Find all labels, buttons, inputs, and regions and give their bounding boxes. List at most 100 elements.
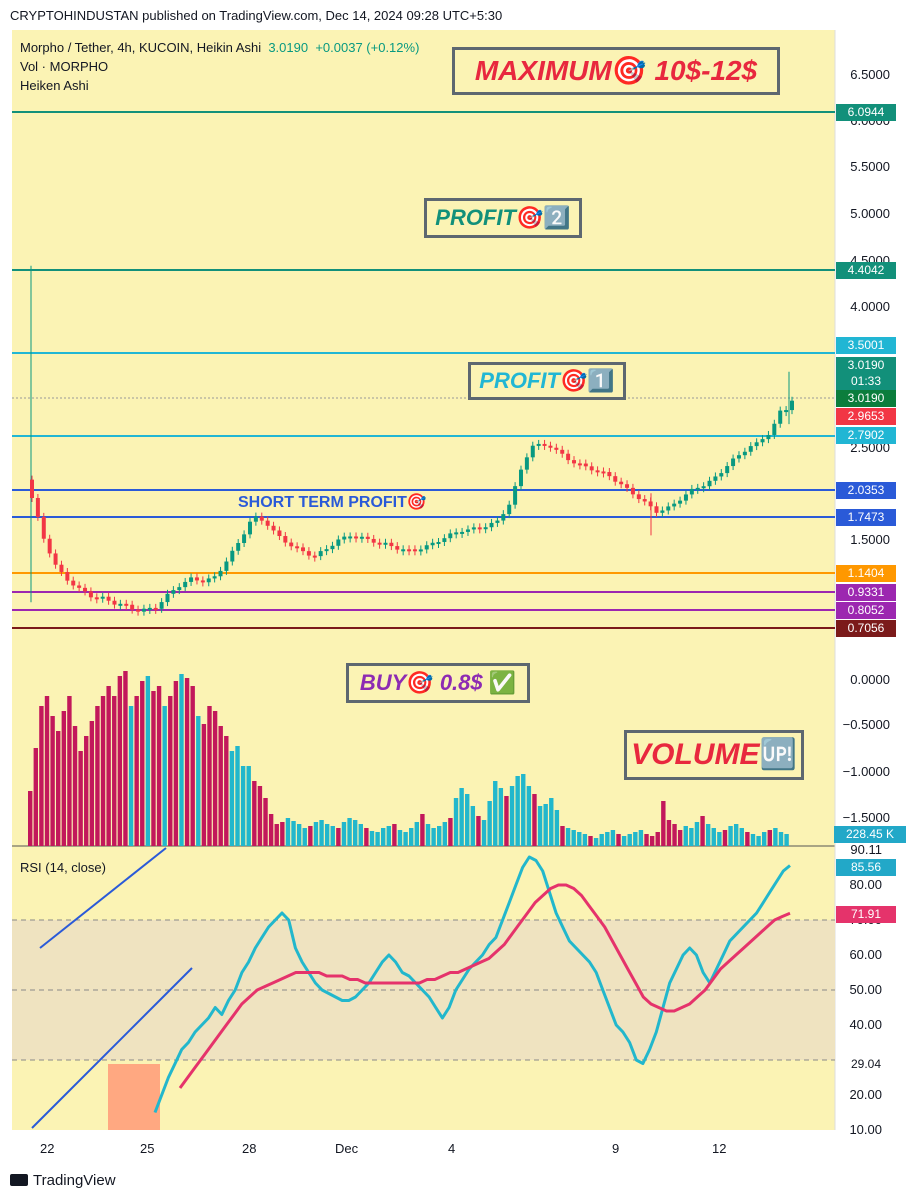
candle-body	[483, 527, 488, 530]
candle-body	[136, 609, 141, 612]
volume-bar	[89, 721, 95, 846]
volume-text: VOLUME	[631, 738, 760, 771]
candle-body	[371, 538, 376, 543]
volume-bar	[610, 830, 616, 846]
volume-bar	[291, 821, 296, 846]
volume-bar	[605, 832, 610, 846]
candle-body	[601, 471, 606, 474]
candle-body	[660, 510, 665, 513]
price-tag: 228.45 K	[834, 826, 906, 843]
volume-bar	[750, 834, 756, 846]
footer-bar: TradingView	[0, 1160, 923, 1200]
volume-bar	[308, 826, 313, 846]
target-one-icon: 🎯1️⃣	[559, 368, 615, 393]
volume-bar	[705, 824, 711, 846]
candle-body	[342, 536, 347, 540]
volume-bar	[274, 824, 279, 846]
volume-bar	[190, 686, 195, 846]
price-tag: 2.0353	[836, 482, 896, 499]
volume-bar	[431, 828, 436, 846]
volume-bar	[375, 832, 380, 846]
candle-body	[772, 423, 777, 435]
short-target-icon: 🎯	[406, 494, 427, 511]
candle-body	[760, 439, 765, 443]
volume-bar	[733, 824, 739, 846]
candle-body	[636, 494, 641, 500]
legend-last: 3.0190	[268, 40, 309, 55]
candle-body	[47, 538, 52, 554]
tradingview-logo-icon	[10, 1174, 28, 1186]
volume-bar	[509, 786, 515, 846]
maximum-text: MAXIMUM	[474, 55, 612, 86]
candle-body	[177, 587, 182, 591]
candle-body	[159, 602, 164, 609]
volume-bar	[50, 716, 55, 846]
volume-up-banner: VOLUME🆙	[624, 730, 804, 780]
volume-bar	[481, 820, 487, 846]
volume-bar	[498, 788, 504, 846]
volume-bar	[151, 691, 156, 846]
buy-text: BUY	[359, 670, 407, 695]
chart-canvas[interactable]	[0, 30, 923, 1160]
rsi-axis-tick: 60.00	[849, 947, 882, 962]
candle-body	[754, 442, 759, 447]
candle-body	[572, 460, 577, 464]
legend-change: +0.0037 (+0.12%)	[315, 40, 420, 55]
volume-bar	[784, 834, 789, 846]
volume-bar	[106, 686, 111, 846]
rsi-tag: 85.56	[836, 859, 896, 876]
target-icon: 🎯	[611, 55, 647, 86]
candle-body	[301, 547, 306, 552]
x-tick-label: 12	[712, 1141, 727, 1156]
candle-body	[53, 553, 58, 565]
candle-body	[595, 470, 600, 473]
volume-bar	[218, 726, 223, 846]
candle-body	[678, 500, 683, 504]
volume-bar	[627, 834, 632, 846]
volume-bar	[571, 830, 576, 846]
rsi-tag: 29.04	[836, 1056, 896, 1073]
candle-body	[194, 577, 199, 581]
volume-bar	[633, 832, 638, 846]
candle-body	[625, 484, 630, 488]
x-tick-label: 4	[448, 1141, 456, 1156]
volume-bar	[565, 828, 571, 846]
volume-bar	[616, 834, 621, 846]
candle-body	[359, 536, 364, 539]
candle-body	[200, 580, 205, 583]
candle-body	[171, 590, 176, 594]
volume-bar	[442, 822, 448, 846]
volume-bar	[313, 822, 319, 846]
candle-body	[224, 561, 229, 571]
volume-bar	[392, 824, 397, 846]
volume-bar	[263, 798, 268, 846]
candle-body	[477, 527, 482, 530]
volume-bar	[453, 798, 459, 846]
volume-bar	[549, 798, 554, 846]
candle-body	[689, 488, 694, 495]
tradingview-logo[interactable]: TradingView	[10, 1172, 116, 1189]
price-axis-tick: 0.0000	[850, 672, 890, 687]
volume-bar	[280, 822, 285, 846]
x-tick-label: 25	[140, 1141, 155, 1156]
candle-body	[784, 410, 789, 413]
volume-bar	[173, 681, 179, 846]
candle-body	[83, 587, 88, 592]
rsi-ma-line	[178, 883, 791, 1089]
candle-body	[701, 486, 706, 489]
price-tag: 3.0190	[836, 357, 896, 374]
candle-body	[124, 603, 129, 606]
candle-body	[713, 476, 718, 481]
volume-bar	[84, 736, 89, 846]
volume-bar	[128, 706, 134, 846]
volume-bar	[649, 836, 655, 846]
volume-bar	[504, 796, 509, 846]
volume-bar	[44, 696, 50, 846]
candle-body	[454, 532, 459, 535]
candle-body	[566, 453, 571, 461]
candle-body	[141, 608, 146, 612]
volume-bar	[123, 671, 128, 846]
volume-bar	[134, 696, 139, 846]
candle-body	[377, 542, 382, 545]
volume-bar	[487, 801, 492, 846]
